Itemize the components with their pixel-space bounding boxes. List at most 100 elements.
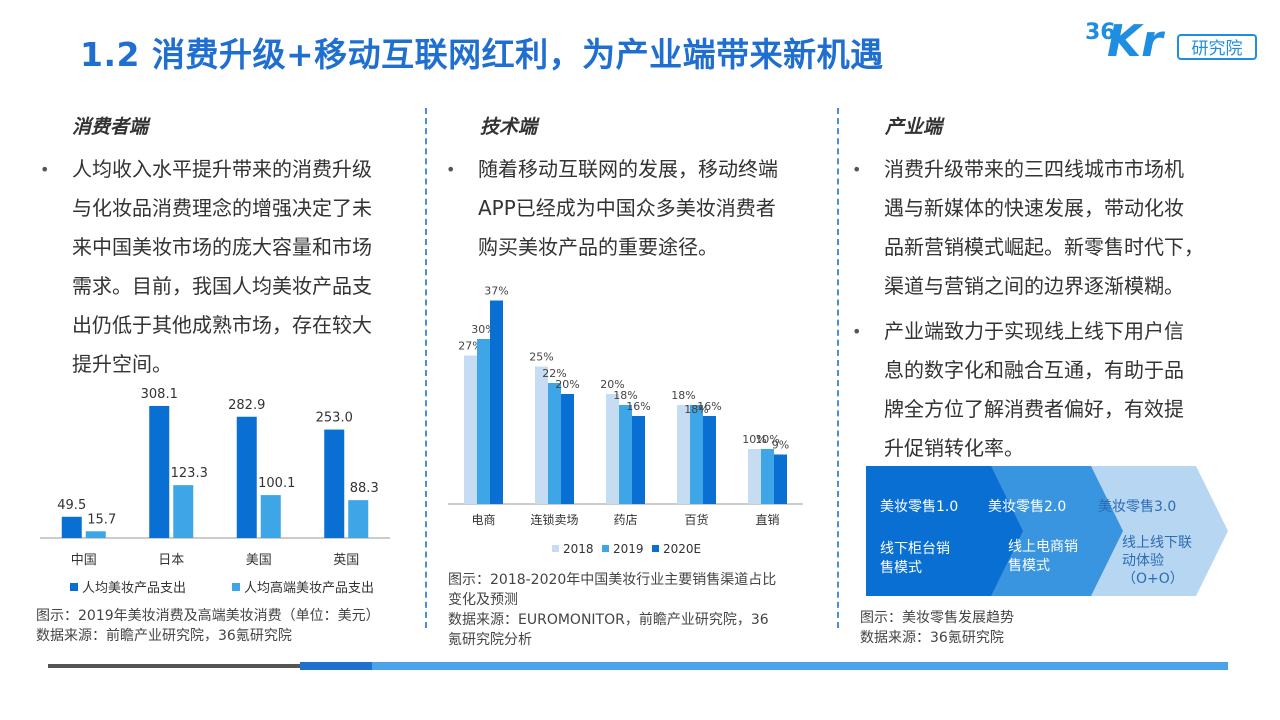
bar — [464, 355, 477, 504]
consumer-bullet-line: 来中国美妆市场的庞大容量和市场 — [72, 235, 372, 259]
tech-heading: 技术端 — [480, 116, 538, 138]
retail-chevrons — [866, 466, 1228, 596]
retail-stage-1-shape — [866, 466, 1023, 596]
bar — [561, 394, 574, 504]
data-label: 100.1 — [258, 476, 295, 491]
industry-bullet-2: • 产业端致力于实现线上线下用户信 息的数字化和融合互通，有助于品 牌全方位了解… — [852, 312, 1234, 468]
legend-swatch — [652, 545, 659, 552]
bar — [774, 454, 787, 504]
bullet-icon: • — [852, 160, 862, 179]
bar — [61, 516, 82, 538]
bar — [324, 429, 345, 538]
bar — [236, 416, 257, 538]
industry-bullet-1: • 消费升级带来的三四线城市市场机 遇与新媒体的快速发展，带动化妆 品新营销模式… — [852, 150, 1234, 306]
data-label: 16% — [626, 400, 650, 413]
legend-swatch — [232, 583, 240, 591]
retail-stage-3-desc-line: （O+O） — [1122, 571, 1184, 587]
retail-trend-diagram: 美妆零售1.0 线下柜台销 售模式 美妆零售2.0 线上电商销 售模式 美妆零售… — [866, 466, 1228, 596]
retail-stage-1-desc-line: 售模式 — [880, 560, 922, 576]
bar — [85, 531, 106, 538]
tech-bullet-line: APP已经成为中国众多美妆消费者 — [478, 196, 776, 220]
data-label: 10% — [755, 433, 779, 446]
logo-brand-number: 36 — [1085, 20, 1116, 45]
bullet-icon: • — [852, 322, 862, 341]
industry-bullet-line: 牌全方位了解消费者偏好，有效提 — [884, 397, 1184, 421]
industry-bullet-line: 品新营销模式崛起。新零售时代下， — [884, 235, 1204, 259]
data-label: 282.9 — [228, 398, 265, 413]
retail-stage-3-name: 美妆零售3.0 — [1098, 499, 1177, 515]
x-tick-label: 电商 — [471, 512, 495, 527]
consumer-bullet-line: 人均收入水平提升带来的消费升级 — [72, 157, 372, 181]
consumer-caption-title: 图示：2019年美妆消费及高端美妆消费（单位：美元） — [36, 608, 380, 624]
tech-caption-source: 数据来源：EUROMONITOR，前瞻产业研究院，36 — [448, 612, 769, 628]
data-label: 22% — [542, 367, 566, 380]
data-label: 37% — [484, 285, 508, 298]
x-tick-label: 英国 — [333, 553, 359, 568]
x-tick-label: 连锁卖场 — [530, 512, 578, 527]
tech-bullet-line: 购买美妆产品的重要途径。 — [478, 235, 718, 259]
industry-caption-source: 数据来源：36氪研究院 — [860, 630, 1004, 646]
data-label: 27% — [458, 340, 482, 353]
tech-bullet-line: 随着移动互联网的发展，移动终端 — [478, 157, 778, 181]
bar — [619, 405, 632, 504]
data-label: 30% — [471, 323, 495, 336]
retail-stage-3-desc-line: 线上线下联 — [1122, 535, 1192, 551]
industry-bullet-line: 遇与新媒体的快速发展，带动化妆 — [884, 196, 1184, 220]
industry-bullet-line: 产业端致力于实现线上线下用户信 — [884, 319, 1184, 343]
logo-subtitle: 研究院 — [1177, 34, 1257, 60]
bar — [149, 405, 170, 538]
data-label: 18% — [671, 389, 695, 402]
bar — [748, 449, 761, 504]
legend-swatch — [70, 583, 78, 591]
legend-label: 2018 — [563, 542, 594, 556]
data-label: 88.3 — [350, 481, 379, 496]
consumer-bullet-line: 出仍低于其他成熟市场，存在较大 — [72, 313, 372, 337]
x-tick-label: 百货 — [684, 512, 708, 527]
bar — [490, 300, 503, 504]
legend-label: 人均高端美妆产品支出 — [244, 580, 374, 596]
consumer-heading: 消费者端 — [72, 116, 149, 138]
data-label: 25% — [529, 351, 553, 364]
tech-bullet: • 随着移动互联网的发展，移动终端 APP已经成为中国众多美妆消费者 购买美妆产… — [446, 150, 828, 267]
x-tick-label: 药店 — [613, 513, 637, 527]
bar — [632, 416, 645, 504]
consumer-bullet: • 人均收入水平提升带来的消费升级 与化妆品消费理念的增强决定了未 来中国美妆市… — [40, 150, 417, 384]
logo-brand-kr: Kr — [1107, 16, 1163, 67]
x-tick-label: 直销 — [755, 513, 779, 527]
x-tick-label: 美国 — [246, 553, 272, 568]
data-label: 18% — [613, 389, 637, 402]
data-label: 16% — [697, 400, 721, 413]
industry-bullet-line: 息的数字化和融合互通，有助于品 — [884, 358, 1184, 382]
column-divider-left — [425, 108, 427, 628]
bar — [677, 405, 690, 504]
bar — [690, 405, 703, 504]
retail-stage-2-desc-line: 线上电商销 — [1008, 539, 1078, 555]
data-label: 253.0 — [316, 411, 353, 426]
bullet-icon: • — [446, 160, 456, 179]
data-label: 18% — [684, 403, 708, 416]
bar — [606, 394, 619, 504]
bar — [260, 495, 281, 538]
tech-caption-title: 图示：2018-2020年中国美妆行业主要销售渠道占比 — [448, 572, 777, 588]
footer-bar-blue — [300, 662, 372, 670]
data-label: 20% — [555, 378, 579, 391]
retail-stage-2-name: 美妆零售2.0 — [988, 499, 1067, 515]
consumer-caption-source: 数据来源：前瞻产业研究院，36氪研究院 — [36, 628, 292, 644]
industry-bullet-line: 升促销转化率。 — [884, 436, 1024, 460]
bar — [348, 500, 369, 538]
bar — [548, 383, 561, 504]
retail-stage-1-desc-line: 线下柜台销 — [880, 541, 950, 557]
legend-swatch — [552, 545, 559, 552]
consumer-bullet-line: 提升空间。 — [72, 352, 172, 376]
industry-bullet-line: 消费升级带来的三四线城市市场机 — [884, 157, 1184, 181]
consumer-caption: 图示：2019年美妆消费及高端美妆消费（单位：美元） 数据来源：前瞻产业研究院，… — [36, 606, 436, 646]
page-title: 1.2 消费升级+移动互联网红利，为产业端带来新机遇 — [80, 35, 884, 74]
bullet-icon: • — [40, 160, 50, 179]
retail-stage-3-desc-line: 动体验 — [1122, 553, 1164, 569]
retail-stage-1-desc: 线下柜台销 售模式 — [880, 540, 950, 578]
x-tick-label: 日本 — [158, 553, 184, 568]
tech-caption-title-cont: 变化及预测 — [448, 592, 518, 608]
logo: 36 Kr 研究院 — [1085, 16, 1265, 68]
consumer-bullet-line: 与化妆品消费理念的增强决定了未 — [72, 196, 372, 220]
column-divider-right — [837, 108, 839, 628]
